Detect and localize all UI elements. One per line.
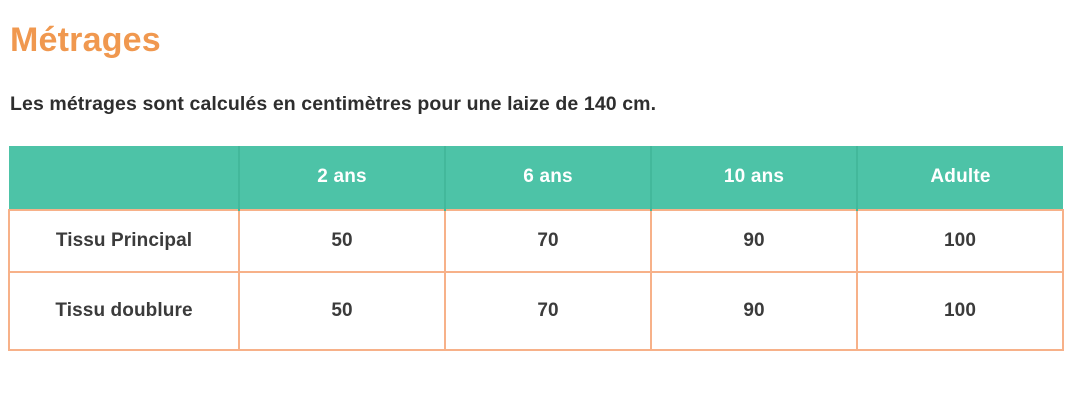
table-row-tissu-doublure: Tissu doublure 50 70 90 100 [8, 270, 1064, 351]
value-cell: 100 [856, 270, 1064, 351]
column-header-adulte: Adulte [857, 145, 1063, 210]
column-header-2ans: 2 ans [239, 145, 446, 210]
value-cell: 100 [856, 208, 1064, 273]
value-cell: 90 [650, 208, 858, 273]
row-label-cell: Tissu doublure [8, 270, 240, 351]
section-title: Métrages [10, 21, 161, 59]
value-cell: 70 [444, 208, 652, 273]
table-row-tissu-principal: Tissu Principal 50 70 90 100 [8, 208, 1064, 273]
row-label-cell: Tissu Principal [8, 208, 240, 273]
column-header-empty [9, 145, 240, 210]
table-header-row: 2 ans 6 ans 10 ans Adulte [9, 145, 1063, 210]
value-cell: 50 [238, 270, 446, 351]
value-cell: 90 [650, 270, 858, 351]
value-cell: 70 [444, 270, 652, 351]
value-cell: 50 [238, 208, 446, 273]
metrages-table: 2 ans 6 ans 10 ans Adulte Tissu Principa… [8, 145, 1064, 351]
column-header-6ans: 6 ans [445, 145, 652, 210]
section-subtitle: Les métrages sont calculés en centimètre… [10, 92, 657, 115]
metrages-section: Métrages Les métrages sont calculés en c… [8, 21, 1064, 351]
column-header-10ans: 10 ans [651, 145, 858, 210]
